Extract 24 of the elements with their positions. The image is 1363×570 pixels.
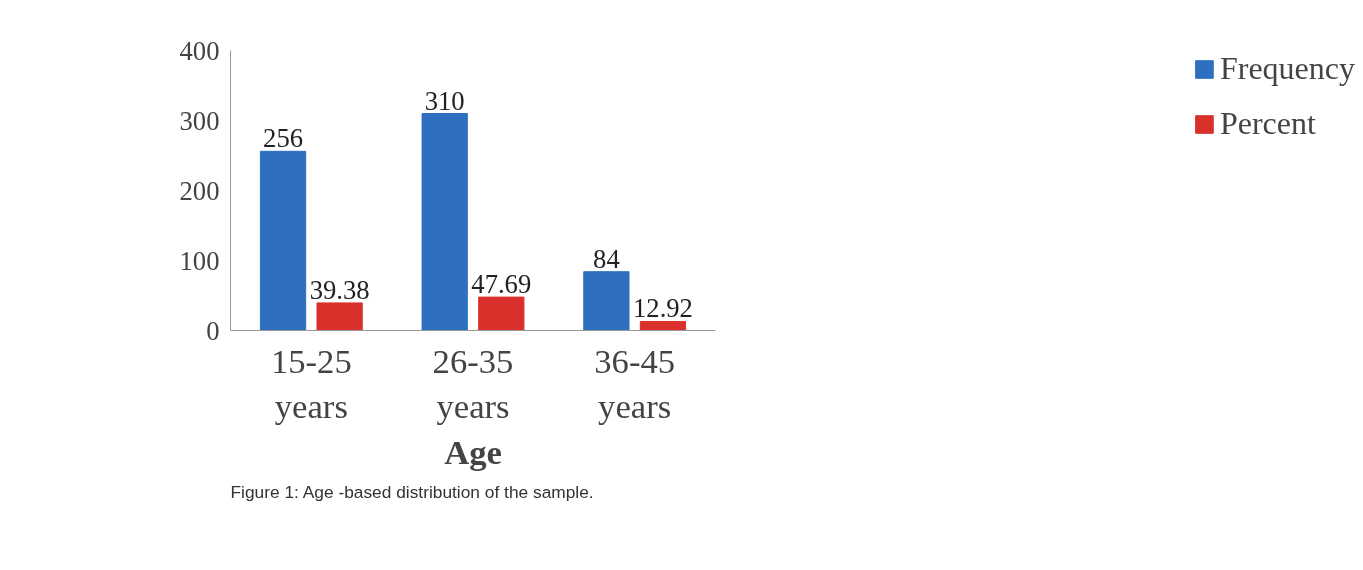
bar [316, 302, 363, 331]
y-tick-label: 300 [179, 105, 220, 136]
legend-label: Frequency [1219, 50, 1355, 87]
data-label: 256 [263, 123, 304, 154]
data-label: 47.69 [471, 269, 532, 300]
legend-label: Percent [1219, 105, 1316, 142]
caption: Figure 1: Age -based distribution of the sample. [230, 481, 594, 502]
bar [583, 271, 630, 331]
bar [259, 150, 307, 331]
y-tick-label: 100 [179, 245, 220, 276]
data-label: 39.38 [309, 274, 370, 305]
bar [478, 296, 525, 331]
y-tick-label: 400 [179, 35, 220, 66]
x-tick-label: 36-45 years [594, 341, 676, 426]
data-label: 310 [424, 85, 465, 116]
x-tick-label: 26-35 years [432, 341, 514, 426]
x-tick-label: 15-25 years [270, 341, 352, 426]
y-tick-label: 200 [179, 175, 220, 206]
data-label: 84 [593, 243, 620, 274]
y-tick-label: 0 [206, 315, 220, 346]
bar [639, 320, 687, 331]
x-axis-title: Age [444, 433, 502, 472]
bar [421, 113, 468, 331]
data-label: 12.92 [632, 293, 693, 324]
